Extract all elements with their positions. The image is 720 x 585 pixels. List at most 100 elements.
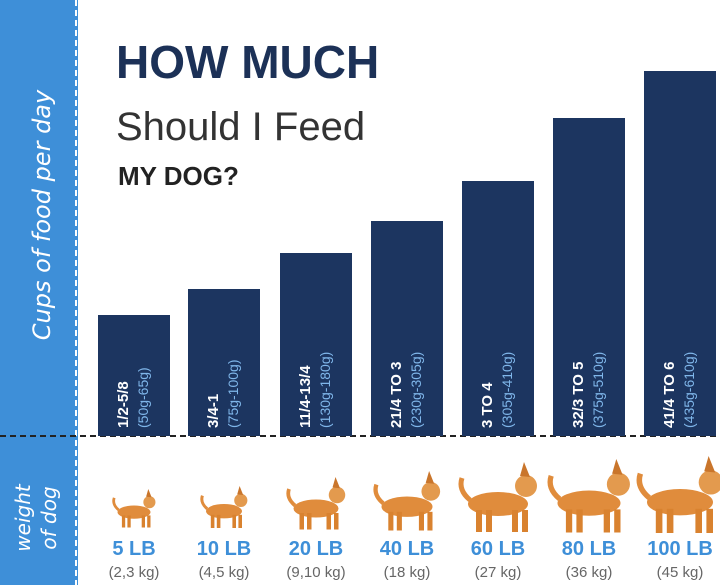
dog-ear bbox=[612, 459, 623, 475]
bar-grams: (50g-65g) bbox=[135, 367, 151, 428]
dog-leg bbox=[388, 511, 394, 531]
dog-leg bbox=[121, 515, 126, 528]
bar-grams: (75g-100g) bbox=[225, 360, 241, 429]
dog-head bbox=[328, 486, 346, 504]
dog-leg bbox=[666, 508, 674, 533]
bar bbox=[371, 221, 443, 436]
bar bbox=[553, 118, 625, 436]
bar bbox=[188, 289, 260, 436]
dog-head bbox=[234, 493, 248, 507]
dog-kg: (18 kg) bbox=[384, 564, 431, 581]
dog-weight: 5 LB bbox=[112, 538, 155, 560]
side-label: weight bbox=[11, 483, 35, 552]
dog-ear bbox=[520, 462, 530, 477]
bar bbox=[462, 181, 534, 436]
dog-leg bbox=[614, 509, 621, 533]
dog-leg bbox=[565, 509, 573, 533]
dog-leg bbox=[476, 510, 482, 532]
dog-tail bbox=[112, 497, 120, 511]
dog-ear bbox=[704, 456, 716, 473]
bar-grams: (230g-305g) bbox=[408, 352, 424, 428]
dog-icon bbox=[200, 486, 248, 528]
dog-leg bbox=[695, 508, 702, 533]
subtitle: Should I Feed bbox=[116, 105, 365, 149]
dog-head bbox=[143, 496, 156, 509]
title: HOW MUCH bbox=[116, 36, 379, 88]
dog-weight: 100 LB bbox=[647, 538, 713, 560]
dog-ear bbox=[146, 489, 152, 498]
dog-leg bbox=[396, 511, 402, 531]
dog-kg: (9,10 kg) bbox=[286, 564, 345, 581]
dog-leg bbox=[576, 509, 583, 533]
dog-icon bbox=[458, 462, 537, 532]
bar-cups: 32/3 TO 5 bbox=[570, 362, 587, 428]
bar-cups: 11/4-13/4 bbox=[297, 365, 314, 428]
dog-tail bbox=[458, 477, 472, 502]
dog-leg bbox=[418, 511, 424, 531]
dog-leg bbox=[238, 514, 242, 528]
dog-tail bbox=[547, 474, 562, 501]
dog-weight: 10 LB bbox=[197, 538, 251, 560]
dog-leg bbox=[512, 510, 518, 532]
dog-ear bbox=[425, 471, 435, 484]
bar-cups: 41/4 TO 6 bbox=[661, 362, 678, 428]
dog-leg bbox=[299, 513, 304, 530]
bar-cups: 3/4-1 bbox=[205, 394, 222, 428]
dog-tail bbox=[636, 472, 652, 500]
bar-grams: (435g-610g) bbox=[681, 352, 697, 428]
bar-grams: (130g-180g) bbox=[317, 352, 333, 428]
dog-weight: 40 LB bbox=[380, 538, 434, 560]
subtitle-2: MY DOG? bbox=[118, 161, 239, 191]
dog-head bbox=[421, 482, 441, 501]
bar-cups: 3 TO 4 bbox=[479, 382, 496, 428]
dog-leg bbox=[232, 514, 236, 528]
side-label: of dog bbox=[37, 486, 61, 549]
dog-kg: (4,5 kg) bbox=[199, 564, 250, 581]
side-label: Cups of food per day bbox=[28, 89, 56, 340]
dog-kg: (36 kg) bbox=[566, 564, 613, 581]
dog-leg bbox=[216, 514, 221, 528]
dog-leg bbox=[655, 508, 663, 533]
dog-kg: (2,3 kg) bbox=[109, 564, 160, 581]
bar-cups: 21/4 TO 3 bbox=[388, 362, 405, 428]
dog-icon bbox=[373, 471, 441, 531]
dog-tail bbox=[200, 495, 209, 510]
dog-leg bbox=[326, 513, 331, 530]
bars: 1/2-5/8 (50g-65g) 5 LB (2,3 kg) 3/4-1 (75g-10… bbox=[98, 71, 720, 581]
dog-leg bbox=[522, 510, 528, 532]
bar-cups: 1/2-5/8 bbox=[115, 381, 132, 428]
dog-leg bbox=[307, 513, 312, 530]
dog-icon bbox=[547, 459, 630, 533]
side-strip bbox=[0, 0, 78, 585]
dog-weight: 80 LB bbox=[562, 538, 616, 560]
dog-weight: 60 LB bbox=[471, 538, 525, 560]
dog-icon bbox=[286, 477, 346, 530]
dog-head bbox=[606, 472, 630, 496]
dog-leg bbox=[210, 514, 215, 528]
dog-head bbox=[698, 470, 720, 495]
dog-leg bbox=[127, 515, 131, 528]
bar bbox=[644, 71, 716, 436]
bar-grams: (375g-510g) bbox=[590, 352, 606, 428]
dog-weight: 20 LB bbox=[289, 538, 343, 560]
dog-tail bbox=[373, 483, 385, 505]
dog-leg bbox=[427, 511, 433, 531]
dog-icon bbox=[112, 489, 156, 528]
dog-icon bbox=[636, 456, 720, 533]
dog-head bbox=[515, 475, 537, 497]
dog-kg: (27 kg) bbox=[475, 564, 522, 581]
bar bbox=[98, 315, 170, 436]
dog-leg bbox=[147, 515, 151, 528]
dog-leg bbox=[603, 509, 610, 533]
dog-leg bbox=[486, 510, 492, 532]
bar bbox=[280, 253, 352, 436]
dog-kg: (45 kg) bbox=[657, 564, 704, 581]
dog-leg bbox=[141, 515, 145, 528]
dog-tail bbox=[286, 488, 297, 507]
bar-grams: (305g-410g) bbox=[499, 352, 515, 428]
dog-leg bbox=[706, 508, 713, 533]
dog-ear bbox=[332, 477, 340, 489]
dog-leg bbox=[334, 513, 339, 530]
dog-ear bbox=[237, 486, 244, 495]
